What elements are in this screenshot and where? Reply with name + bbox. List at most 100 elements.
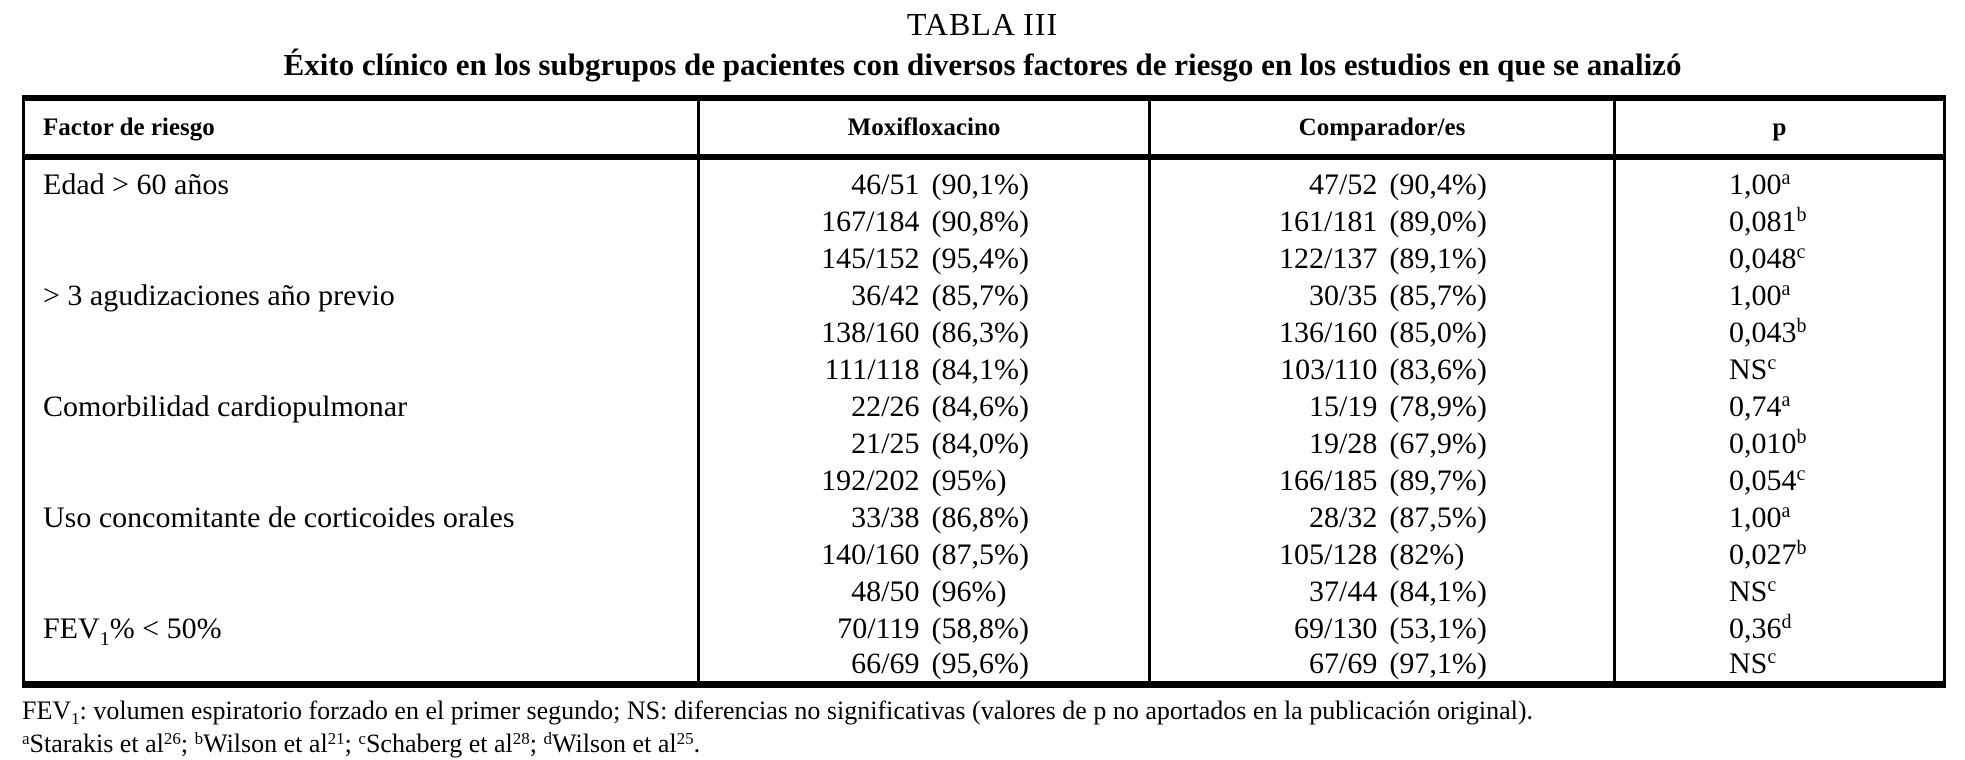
p-value-cell: 0,010b [1613, 425, 1945, 462]
column-header-factor: Factor de riesgo [23, 98, 699, 160]
comparator-cell: 136/160 (85,0%) [1148, 314, 1615, 351]
study-superscript: b [1796, 425, 1807, 448]
column-header-comparator: Comparador/es [1148, 98, 1615, 160]
table-row: 48/50 (96%) 37/44 (84,1%) NSc [24, 573, 1945, 610]
percent-value: (85,7%) [1389, 278, 1487, 312]
reference-separator: ; [344, 729, 359, 758]
reference-number: 25 [676, 729, 694, 748]
fraction-value: 192/202 [821, 463, 920, 497]
footnote-marker: d [543, 729, 552, 748]
factor-label-rest: % < 50% [109, 611, 222, 645]
p-value: NS [1729, 647, 1768, 680]
p-value-cell: 1,00a [1613, 277, 1945, 314]
moxifloxacino-cell: 138/160 (86,3%) [697, 314, 1150, 351]
percent-value: (90,8%) [931, 204, 1029, 238]
comparator-cell: 19/28 (67,9%) [1148, 425, 1615, 462]
fraction-value: 28/32 [1309, 500, 1378, 534]
footnote-marker: c [358, 729, 366, 748]
moxifloxacino-cell: 22/26 (84,6%) [697, 388, 1150, 425]
study-superscript: a [1781, 277, 1791, 300]
fraction-value: 19/28 [1309, 426, 1378, 460]
p-value: NS [1729, 574, 1768, 608]
fraction-value: 145/152 [821, 241, 920, 275]
percent-value: (89,0%) [1389, 204, 1487, 238]
value-wrap: 15/19 (78,9%) [1151, 390, 1613, 424]
reference-author: Starakis et al [29, 729, 164, 758]
fraction-value: 167/184 [821, 204, 920, 238]
value-wrap: 22/26 (84,6%) [700, 390, 1148, 424]
p-value: NS [1729, 352, 1768, 386]
value-wrap: 122/137 (89,1%) [1151, 242, 1613, 276]
percent-value: (58,8%) [931, 611, 1029, 645]
comparator-cell: 105/128 (82%) [1148, 536, 1615, 573]
p-value: 0,027 [1729, 537, 1797, 571]
p-value: 0,081 [1729, 204, 1797, 238]
table-row: Comorbilidad cardiopulmonar 22/26 (84,6%) 1… [24, 388, 1945, 425]
table-row: FEV1% < 50% 70/119 (58,8%) 69/130 (53,1%) 0,3… [24, 610, 1945, 650]
percent-value: (97,1%) [1389, 647, 1487, 680]
percent-value: (96%) [931, 574, 1007, 608]
table-row: 140/160 (87,5%) 105/128 (82%) 0,027b [24, 536, 1945, 573]
p-value: 1,00 [1729, 500, 1782, 534]
fraction-value: 47/52 [1309, 167, 1378, 201]
p-value: 0,010 [1729, 426, 1797, 460]
study-superscript: c [1767, 573, 1777, 596]
fraction-value: 138/160 [821, 315, 920, 349]
moxifloxacino-cell: 48/50 (96%) [697, 573, 1150, 610]
value-wrap: 19/28 (67,9%) [1151, 427, 1613, 461]
moxifloxacino-cell: 140/160 (87,5%) [697, 536, 1150, 573]
fraction-value: 30/35 [1309, 278, 1378, 312]
factor-subscript: 1 [99, 627, 110, 650]
fraction-value: 33/38 [851, 500, 920, 534]
table-row: 66/69 (95,6%) 67/69 (97,1%) NSc [24, 647, 1945, 685]
comparator-cell: 103/110 (83,6%) [1148, 351, 1615, 388]
table-row: Uso concomitante de corticoides orales 33… [24, 499, 1945, 536]
factor-label: Edad > 60 años [43, 167, 230, 201]
reference-separator: ; [180, 729, 195, 758]
comparator-cell: 122/137 (89,1%) [1148, 240, 1615, 277]
value-wrap: 21/25 (84,0%) [700, 427, 1148, 461]
value-wrap: 37/44 (84,1%) [1151, 575, 1613, 609]
footnote-references: aStarakis et al26; bWilson et al21; cSch… [22, 727, 1965, 760]
percent-value: (95%) [931, 463, 1007, 497]
study-superscript: d [1781, 610, 1792, 633]
percent-value: (84,1%) [931, 352, 1029, 386]
table-row: > 3 agudizaciones año previo 36/42 (85,7%)… [24, 277, 1945, 314]
p-value: 0,74 [1729, 389, 1782, 423]
factor-cell [24, 536, 699, 573]
table-row: 167/184 (90,8%) 161/181 (89,0%) 0,081b [24, 203, 1945, 240]
comparator-cell: 15/19 (78,9%) [1148, 388, 1615, 425]
fraction-value: 69/130 [1294, 611, 1378, 645]
fev-label: FEV [22, 696, 72, 725]
study-superscript: c [1767, 646, 1777, 668]
fraction-value: 105/128 [1279, 537, 1378, 571]
moxifloxacino-cell: 192/202 (95%) [697, 462, 1150, 499]
factor-cell [24, 647, 699, 685]
percent-value: (67,9%) [1389, 426, 1487, 460]
table-number: TABLA III [906, 6, 1059, 42]
factor-cell: Uso concomitante de corticoides orales [24, 499, 699, 536]
factor-cell [24, 462, 699, 499]
fraction-value: 67/69 [1309, 647, 1378, 680]
percent-value: (78,9%) [1389, 389, 1487, 423]
fraction-value: 166/185 [1279, 463, 1378, 497]
moxifloxacino-cell: 36/42 (85,7%) [697, 277, 1150, 314]
percent-value: (90,4%) [1389, 167, 1487, 201]
value-wrap: 145/152 (95,4%) [700, 242, 1148, 276]
p-value-cell: 1,00a [1613, 157, 1945, 203]
percent-value: (87,5%) [1389, 500, 1487, 534]
p-value: 0,36 [1729, 611, 1782, 645]
footnotes: FEV1: volumen espiratorio forzado en el … [22, 694, 1965, 760]
value-wrap: 103/110 (83,6%) [1151, 353, 1613, 387]
comparator-cell: 30/35 (85,7%) [1148, 277, 1615, 314]
p-value: 1,00 [1729, 278, 1782, 312]
value-wrap: 166/185 (89,7%) [1151, 464, 1613, 498]
factor-cell [24, 240, 699, 277]
factor-label: FEV [43, 611, 100, 645]
study-superscript: b [1796, 536, 1807, 559]
fraction-value: 103/110 [1280, 352, 1378, 386]
percent-value: (84,0%) [931, 426, 1029, 460]
value-wrap: 136/160 (85,0%) [1151, 316, 1613, 350]
value-wrap: 30/35 (85,7%) [1151, 279, 1613, 313]
